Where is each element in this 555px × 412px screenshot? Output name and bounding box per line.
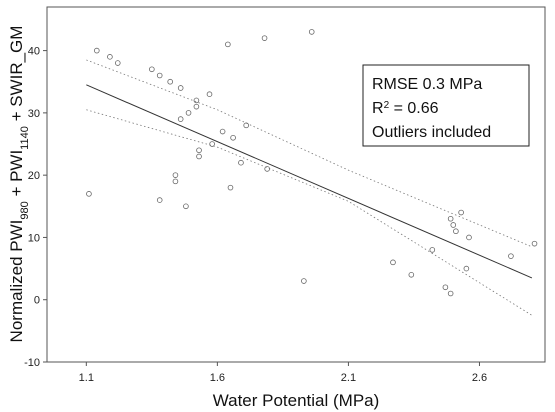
data-point <box>450 222 457 228</box>
y-axis: -10 0 10 20 30 40 <box>24 46 47 369</box>
plot-area-frame <box>46 6 546 363</box>
data-point <box>301 278 307 284</box>
annotation-frame <box>362 64 530 147</box>
x-tick-label: 2.6 <box>472 372 487 384</box>
y-axis-title: Normalized PWI980 + PWI1140 + SWIR_GM <box>7 26 31 343</box>
regression-line <box>86 84 533 279</box>
data-point <box>196 147 202 154</box>
data-point <box>531 240 538 247</box>
data-point <box>458 209 464 216</box>
y-tick-label: 30 <box>28 108 40 120</box>
data-points <box>86 29 538 297</box>
x-axis: 1.1 1.6 2.1 2.6 <box>79 362 487 384</box>
data-point <box>183 203 189 210</box>
y-tick-label: 40 <box>28 46 40 58</box>
data-point <box>442 284 449 291</box>
data-point <box>94 47 100 54</box>
data-point <box>209 141 215 147</box>
data-point <box>453 228 459 235</box>
data-point <box>261 35 268 41</box>
x-axis-title: Water Potential (MPa) <box>213 391 380 410</box>
data-point <box>238 159 244 166</box>
data-point <box>264 166 270 172</box>
annotation-r-squared: R2 = 0.66 <box>372 100 439 118</box>
data-point <box>230 134 236 141</box>
data-point <box>408 272 415 278</box>
data-point <box>177 85 184 91</box>
data-point <box>193 103 200 110</box>
annotation-outliers: Outliers included <box>372 124 491 141</box>
data-point <box>447 290 454 297</box>
confidence-band-lower <box>86 109 533 316</box>
data-point <box>508 253 514 259</box>
y-tick-label: 20 <box>28 170 40 182</box>
data-point <box>86 191 92 197</box>
data-point <box>227 184 234 191</box>
data-point <box>219 128 226 135</box>
data-point <box>429 247 436 253</box>
y-tick-label: 0 <box>34 295 40 307</box>
confidence-band-upper <box>86 59 533 248</box>
y-tick-label: -10 <box>24 357 40 369</box>
x-tick-label: 2.1 <box>341 372 356 384</box>
annotation-rmse: RMSE 0.3 MPa <box>372 76 482 93</box>
data-point <box>206 91 213 97</box>
data-point <box>243 122 250 129</box>
data-point <box>225 41 231 48</box>
data-point <box>156 197 163 203</box>
x-tick-label: 1.6 <box>210 372 225 384</box>
x-tick-label: 1.1 <box>79 372 94 384</box>
data-point <box>466 234 472 241</box>
stats-annotation-box: RMSE 0.3 MPa R2 = 0.66 Outliers included <box>362 64 530 147</box>
data-point <box>463 265 470 272</box>
data-point <box>193 97 200 104</box>
data-point <box>149 66 155 73</box>
data-point <box>196 153 202 160</box>
data-point <box>172 172 179 178</box>
data-point <box>185 110 192 116</box>
data-point <box>156 72 163 79</box>
data-point <box>114 60 121 66</box>
data-point <box>177 116 184 122</box>
data-point <box>447 215 454 222</box>
data-point <box>390 259 396 266</box>
data-point <box>107 54 113 60</box>
data-point <box>308 29 315 35</box>
y-tick-label: 10 <box>28 232 40 244</box>
data-point <box>167 78 173 85</box>
data-point <box>172 178 179 185</box>
